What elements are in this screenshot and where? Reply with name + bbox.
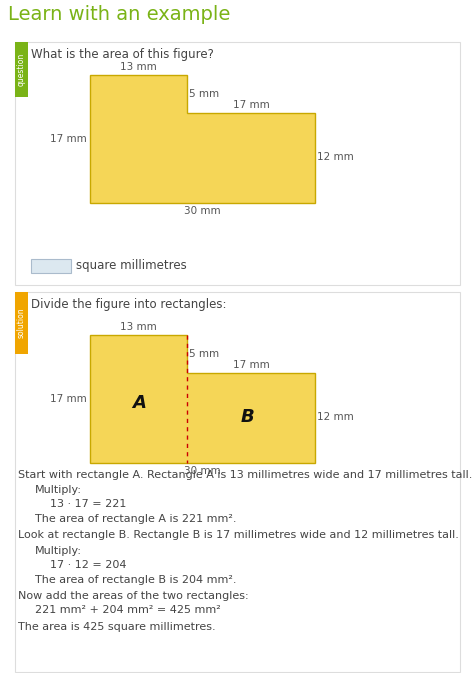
- Polygon shape: [31, 259, 71, 273]
- Text: 30 mm: 30 mm: [184, 466, 221, 476]
- Text: Multiply:: Multiply:: [35, 485, 82, 495]
- Polygon shape: [15, 292, 28, 354]
- Text: 5 mm: 5 mm: [190, 89, 219, 99]
- Polygon shape: [15, 292, 460, 672]
- Text: Divide the figure into rectangles:: Divide the figure into rectangles:: [31, 298, 227, 311]
- Text: Look at rectangle B. Rectangle B is 17 millimetres wide and 12 millimetres tall.: Look at rectangle B. Rectangle B is 17 m…: [18, 530, 459, 540]
- Text: 12 mm: 12 mm: [317, 413, 354, 423]
- Text: 13 · 17 = 221: 13 · 17 = 221: [50, 499, 127, 509]
- Text: 13 mm: 13 mm: [120, 62, 157, 72]
- Text: 13 mm: 13 mm: [120, 322, 157, 332]
- Text: 17 mm: 17 mm: [233, 100, 270, 110]
- Text: 5 mm: 5 mm: [190, 349, 219, 359]
- Text: What is the area of this figure?: What is the area of this figure?: [31, 48, 214, 61]
- Text: The area of rectangle A is 221 mm².: The area of rectangle A is 221 mm².: [35, 514, 237, 524]
- Text: Learn with an example: Learn with an example: [8, 5, 230, 24]
- Polygon shape: [15, 42, 460, 285]
- Text: The area of rectangle B is 204 mm².: The area of rectangle B is 204 mm².: [35, 575, 237, 585]
- Text: question: question: [17, 53, 26, 86]
- Text: Multiply:: Multiply:: [35, 546, 82, 556]
- Text: Now add the areas of the two rectangles:: Now add the areas of the two rectangles:: [18, 591, 249, 601]
- Text: 221 mm² + 204 mm² = 425 mm²: 221 mm² + 204 mm² = 425 mm²: [35, 605, 221, 615]
- Text: A: A: [132, 394, 146, 411]
- Text: 12 mm: 12 mm: [317, 153, 354, 162]
- Text: The area is 425 square millimetres.: The area is 425 square millimetres.: [18, 622, 216, 632]
- Text: 30 mm: 30 mm: [184, 207, 221, 217]
- Text: 17 · 12 = 204: 17 · 12 = 204: [50, 560, 127, 570]
- Polygon shape: [90, 335, 315, 462]
- Text: square millimetres: square millimetres: [76, 260, 187, 273]
- Polygon shape: [90, 75, 315, 203]
- Text: B: B: [241, 409, 255, 427]
- Text: solution: solution: [17, 308, 26, 339]
- Text: 17 mm: 17 mm: [233, 359, 270, 369]
- Text: Start with rectangle A. Rectangle A is 13 millimetres wide and 17 millimetres ta: Start with rectangle A. Rectangle A is 1…: [18, 470, 473, 480]
- Polygon shape: [15, 42, 28, 97]
- Text: 17 mm: 17 mm: [50, 134, 87, 144]
- Text: 17 mm: 17 mm: [50, 394, 87, 404]
